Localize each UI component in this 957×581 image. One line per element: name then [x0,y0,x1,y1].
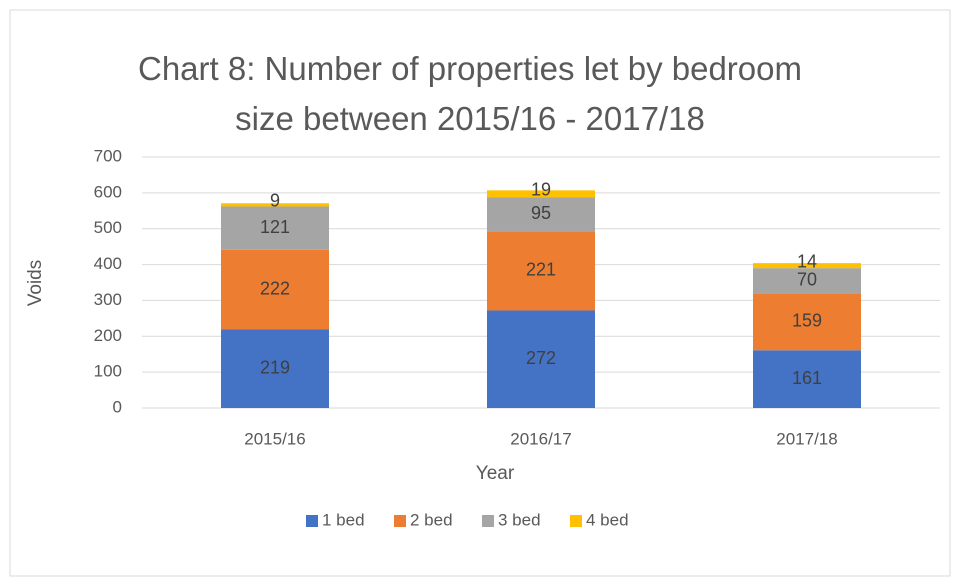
y-axis-label: Voids [25,260,46,306]
bar-segment [487,197,595,232]
legend-label: 2 bed [410,510,453,529]
data-label: 95 [531,203,551,223]
y-tick-label: 500 [94,218,122,237]
y-tick-label: 600 [94,182,122,201]
x-tick-label: 2017/18 [776,429,837,448]
bar-segment [221,329,329,408]
x-tick-label: 2016/17 [510,429,571,448]
x-tick-label: 2015/16 [244,429,305,448]
legend-label: 1 bed [322,510,365,529]
y-tick-label: 100 [94,362,122,381]
y-tick-label: 700 [94,146,122,165]
y-tick-label: 0 [113,397,122,416]
legend-swatch [570,515,582,527]
legend-swatch [306,515,318,527]
x-axis-label: Year [476,463,515,484]
data-label: 19 [531,180,551,200]
legend-label: 4 bed [586,510,629,529]
legend-swatch [482,515,494,527]
legend-label: 3 bed [498,510,541,529]
data-label: 222 [260,278,290,298]
bar-segment [221,203,329,207]
bar-segment [753,268,861,294]
bar-segment [487,310,595,408]
data-label: 219 [260,357,290,377]
y-tick-label: 400 [94,254,122,273]
data-label: 159 [792,311,822,331]
data-label: 272 [526,348,556,368]
bar-segment [487,190,595,198]
data-label: 14 [797,251,817,271]
legend-swatch [394,515,406,527]
data-label: 161 [792,368,822,388]
data-label: 121 [260,217,290,237]
data-label: 70 [797,269,817,289]
bar-segment [753,293,861,351]
y-tick-label: 300 [94,290,122,309]
bar-segment [221,206,329,250]
bar-segment [753,350,861,408]
bar-segment [221,249,329,330]
chart-border [9,9,951,577]
y-tick-label: 200 [94,326,122,345]
data-label: 9 [270,191,280,211]
chart-title: Chart 8: Number of properties let by bed… [138,50,802,137]
bar-segment [487,231,595,311]
bar-segment [753,263,861,269]
data-label: 221 [526,260,556,280]
